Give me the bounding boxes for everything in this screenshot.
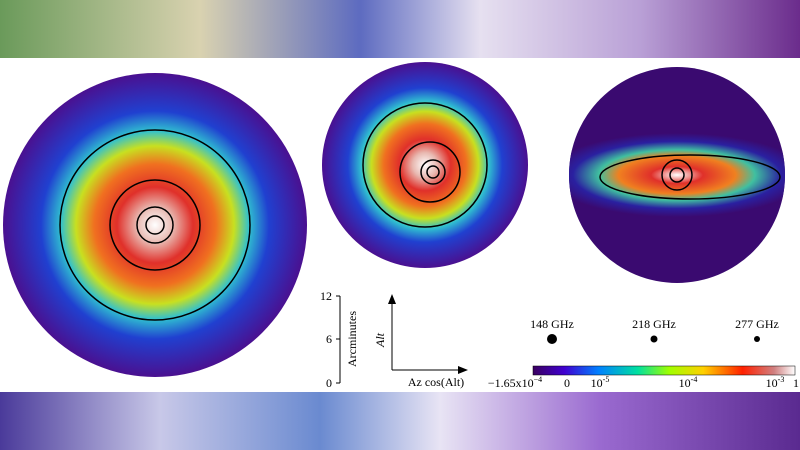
contour bbox=[362, 102, 488, 228]
label-base: 0 bbox=[564, 376, 570, 390]
arrowhead bbox=[388, 294, 396, 304]
colorbar-label: 0 bbox=[564, 376, 570, 390]
beam-map bbox=[3, 73, 307, 377]
contour bbox=[420, 159, 446, 185]
label-exponent: -3 bbox=[778, 375, 785, 384]
arrowhead bbox=[458, 366, 468, 374]
beam-map-band bbox=[569, 133, 785, 217]
beam-size-dot bbox=[650, 335, 658, 343]
y-axis-label: Alt bbox=[373, 332, 387, 348]
scale-label: Arcminutes bbox=[345, 311, 359, 367]
colorbar-label: 10-4 bbox=[679, 375, 698, 390]
contour bbox=[145, 215, 165, 235]
colorbar-label: −1.65x10−4 bbox=[488, 375, 542, 390]
label-exponent: -5 bbox=[603, 375, 610, 384]
label-exponent: -4 bbox=[691, 375, 698, 384]
label-base: 10 bbox=[766, 376, 778, 390]
colorbar-label: 10-5 bbox=[591, 375, 610, 390]
colorbar bbox=[532, 365, 796, 376]
background-bottom bbox=[0, 390, 800, 450]
contour bbox=[661, 159, 693, 191]
label-base: 10 bbox=[591, 376, 603, 390]
colorbar-label: 10-3 bbox=[766, 375, 785, 390]
background-top bbox=[0, 0, 800, 60]
label-exponent: −4 bbox=[534, 375, 543, 384]
label-base: 1 bbox=[793, 376, 799, 390]
x-axis-label: Az cos(Alt) bbox=[408, 375, 464, 389]
contour bbox=[426, 165, 440, 179]
scale-tick-label: 6 bbox=[326, 332, 332, 346]
contour bbox=[399, 141, 461, 203]
contour bbox=[59, 129, 251, 321]
beam-label: 148 GHz bbox=[530, 317, 574, 331]
colorbar-labels: −1.65x10−4 0 10-5 10-4 10-3 1 bbox=[488, 375, 799, 390]
contour bbox=[109, 179, 201, 271]
contour bbox=[669, 167, 685, 183]
scale-tick-label: 12 bbox=[320, 289, 332, 303]
beam-size-dot bbox=[547, 334, 557, 344]
label-base: 10 bbox=[679, 376, 691, 390]
beam-size-dot bbox=[754, 336, 760, 342]
beam-map bbox=[322, 62, 528, 268]
beam-label: 218 GHz bbox=[632, 317, 676, 331]
contour bbox=[136, 206, 174, 244]
colorbar-label: 1 bbox=[793, 376, 799, 390]
scale-tick-label: 0 bbox=[326, 376, 332, 390]
label-base: −1.65x10 bbox=[488, 376, 534, 390]
beam-label: 277 GHz bbox=[735, 317, 779, 331]
contour bbox=[599, 154, 781, 200]
